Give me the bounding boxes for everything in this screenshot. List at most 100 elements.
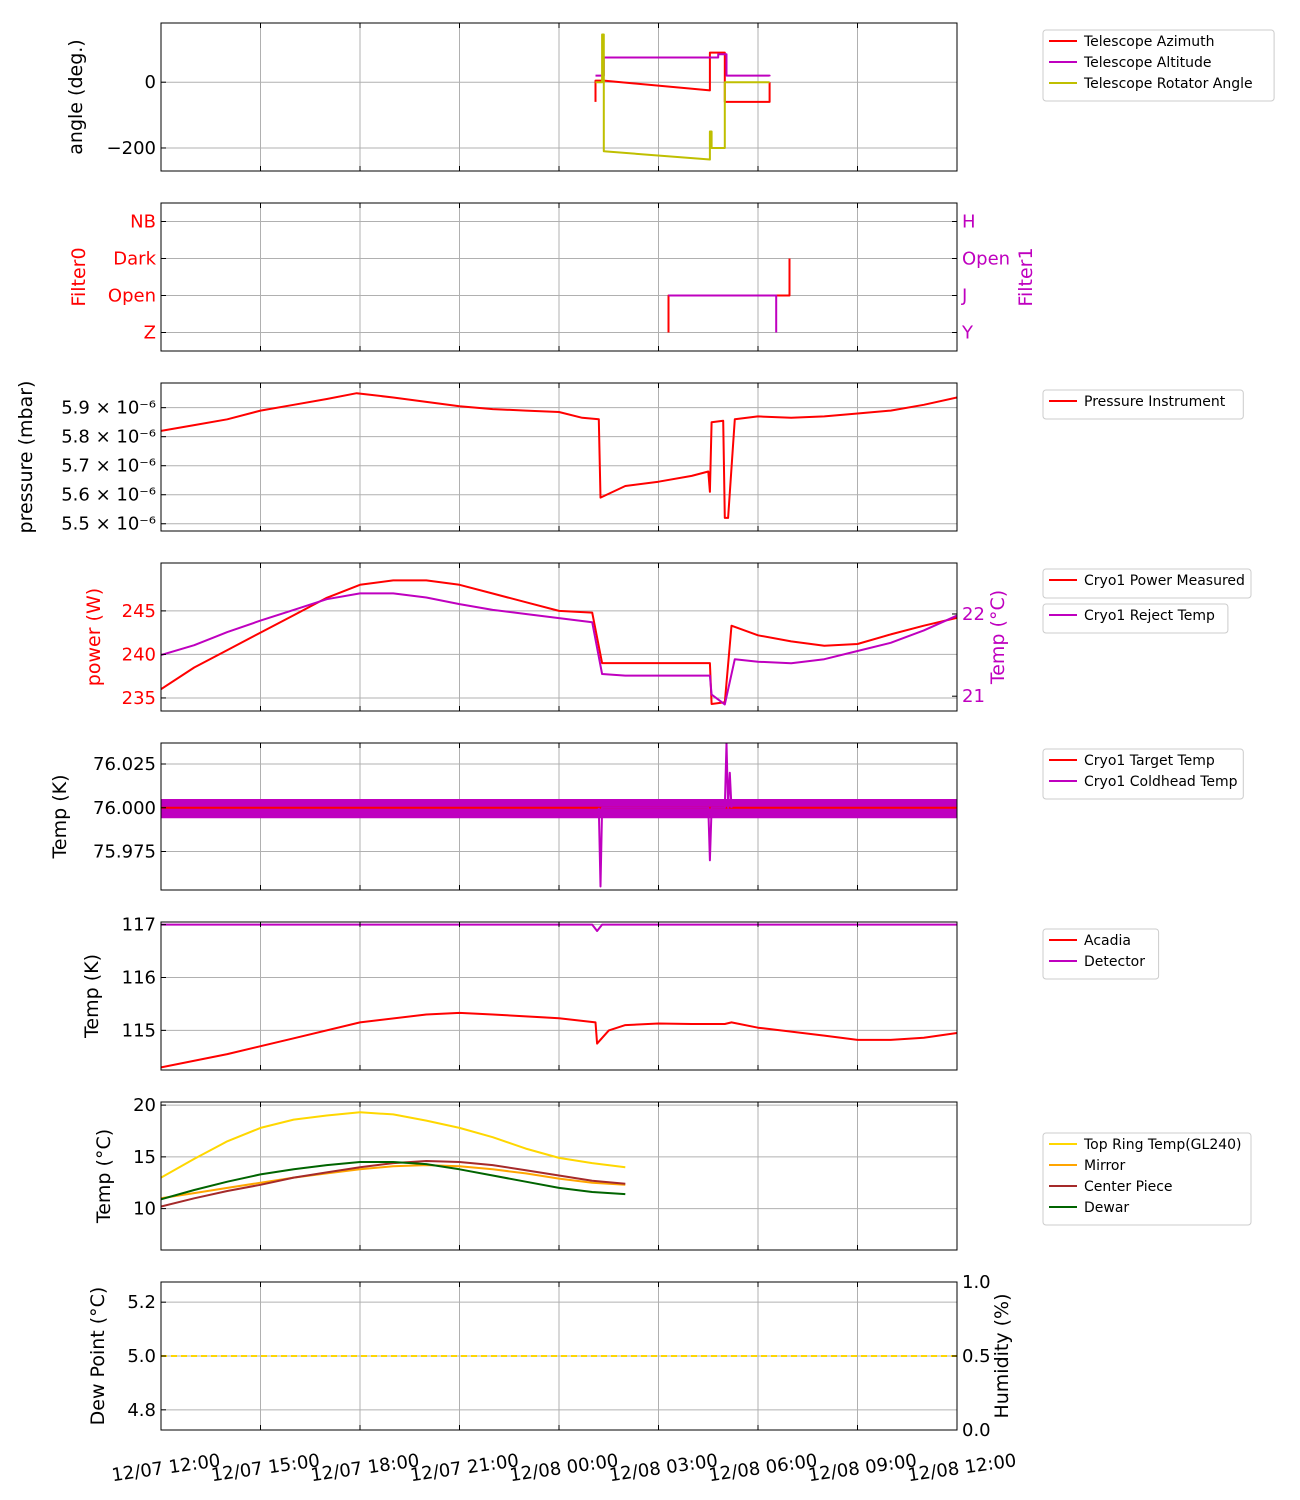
panel-dewpoint: 5.2 5.0 4.8 1.0 0.5 0.0 Dew Point (°C) Humidity…	[87, 1272, 1013, 1441]
x-tick-label: 12/08 12:00	[906, 1450, 1017, 1486]
y-tick-label: 5.8 × 10⁻⁶	[61, 427, 156, 448]
legend-label: Cryo1 Power Measured	[1084, 573, 1245, 589]
series-line-telescope-rotator-angle	[595, 33, 770, 161]
legend-frame	[1042, 603, 1229, 634]
panel-cryo1_temps: 76.025 76.000 75.975 Temp (K) Cryo1 Target T…	[49, 742, 1244, 891]
y-tick-label: 75.975	[93, 842, 156, 863]
x-tick-label: 12/08 09:00	[807, 1450, 918, 1486]
series-line-cryo1-reject-temp	[161, 592, 957, 706]
y-tick-label: 0	[145, 72, 156, 93]
y-tick-label: 15	[133, 1147, 156, 1168]
legend-label: Acadia	[1084, 933, 1131, 949]
y-axis-label: Dew Point (°C)	[87, 1287, 109, 1426]
legend-label: Detector	[1084, 954, 1145, 970]
legend: Cryo1 Reject Temp	[1042, 603, 1229, 634]
series-line-filter1	[668, 294, 778, 333]
y-tick-label: 115	[122, 1020, 156, 1041]
y-tick-label: Dark	[113, 249, 156, 270]
y-axis-label: pressure (mbar)	[15, 381, 37, 534]
data-cryo1	[161, 579, 957, 706]
legend-label: Telescope Azimuth	[1083, 34, 1214, 50]
y-tick-label: 76.000	[93, 798, 156, 819]
y-tick-label: Open	[108, 286, 156, 307]
y-right-tick-label: J	[961, 286, 967, 307]
y-tick-label: 245	[122, 601, 156, 622]
y-tick-label: 240	[122, 644, 156, 665]
legend-frame	[1042, 568, 1252, 599]
grid-lines	[160, 203, 958, 351]
data-telescope	[594, 33, 771, 161]
y-tick-label: NB	[130, 212, 156, 233]
x-tick-label: 12/08 03:00	[608, 1450, 719, 1486]
series-line-top-ring-temp-gl240-	[161, 1111, 626, 1179]
panel-cryo1: 245 240 235 22 21 power (W) Temp (°C) Cryo1 Pow…	[83, 562, 1252, 712]
legend-label: Mirror	[1084, 1158, 1125, 1174]
legend-label: Center Piece	[1084, 1179, 1173, 1195]
x-tick-label: 12/07 12:00	[110, 1450, 221, 1486]
y-right-axis-label: Temp (°C)	[987, 590, 1009, 685]
y-right-tick-label: Y	[961, 323, 974, 344]
y-tick-label: Z	[144, 323, 156, 344]
data-cryo1_temps	[161, 743, 957, 888]
series-line-mirror	[161, 1164, 626, 1200]
grid-lines	[160, 23, 958, 171]
y-tick-label: 235	[122, 688, 156, 709]
y-right-tick-label: H	[962, 212, 976, 233]
series-line-dewar	[161, 1161, 626, 1201]
legend-label: Pressure Instrument	[1084, 394, 1226, 410]
series-line-telescope-azimuth	[594, 51, 771, 103]
y-right-axis-label: Humidity (%)	[991, 1293, 1013, 1418]
panel-detector: 117 116 115 Temp (K) Acadia Detector	[81, 915, 1160, 1071]
x-tick-label: 12/07 18:00	[309, 1450, 420, 1486]
y-axis-label: angle (deg.)	[65, 39, 87, 154]
legend-frame	[1042, 928, 1160, 980]
grid-lines	[160, 563, 958, 711]
legend-frame	[1042, 389, 1244, 420]
data-detector	[161, 923, 957, 1069]
legend-frame	[1042, 1132, 1252, 1226]
y-tick-label: 76.025	[93, 754, 156, 775]
data-pressure	[161, 392, 957, 519]
legend: Top Ring Temp(GL240) Mirror Center Piece De…	[1042, 1132, 1252, 1226]
x-tick-label: 12/07 15:00	[210, 1450, 321, 1486]
legend-label: Telescope Rotator Angle	[1083, 76, 1253, 92]
y-right-axis-label: Filter1	[1015, 247, 1037, 306]
y-tick-label: 10	[133, 1199, 156, 1220]
legend: Telescope Azimuth Telescope Altitude Teles…	[1042, 29, 1275, 102]
series-line-pressure-instrument	[161, 392, 957, 519]
panel-filters: NB Dark Open Z H Open JY Filter0 Filter1	[68, 202, 1037, 352]
y-tick-label: 5.6 × 10⁻⁶	[61, 485, 156, 506]
y-tick-label: 116	[122, 968, 156, 989]
y-tick-label: −200	[107, 138, 156, 159]
legend: Acadia Detector	[1042, 928, 1160, 980]
y-axis-label: Filter0	[68, 247, 90, 306]
y-tick-label: 4.8	[127, 1400, 156, 1421]
y-axis-label: Temp (K)	[81, 954, 103, 1039]
y-tick-label: 20	[133, 1095, 156, 1116]
legend: Pressure Instrument	[1042, 389, 1244, 420]
panel-enclosure: 20 15 10 Temp (°C) Top Ring Temp(GL240) Mirro…	[93, 1095, 1252, 1251]
legend-label: Cryo1 Reject Temp	[1084, 608, 1215, 624]
legend-label: Telescope Altitude	[1083, 55, 1212, 71]
panel-pressure: 5.9 × 10⁻⁶ 5.8 × 10⁻⁶ 5.7 × 10⁻⁶ 5.6 × 10⁻⁶…	[15, 381, 1244, 535]
legend-label: Cryo1 Coldhead Temp	[1084, 774, 1238, 790]
y-tick-label: 5.0	[127, 1346, 156, 1367]
y-tick-label: 5.2	[127, 1292, 156, 1313]
series-line-center-piece	[161, 1160, 626, 1208]
series-line-acadia	[161, 1011, 957, 1069]
y-tick-label: 5.9 × 10⁻⁶	[61, 398, 156, 419]
x-tick-label: 12/08 06:00	[707, 1450, 818, 1486]
legend: Cryo1 Power Measured	[1042, 568, 1252, 599]
y-tick-label: 5.5 × 10⁻⁶	[61, 514, 156, 535]
y-axis-label: power (W)	[83, 588, 105, 686]
y-right-tick-label: 0.5	[962, 1346, 991, 1367]
y-axis-label: Temp (°C)	[93, 1129, 115, 1224]
legend-frame	[1042, 748, 1244, 800]
legend: Cryo1 Target Temp Cryo1 Coldhead Temp	[1042, 748, 1244, 800]
y-right-tick-label: 0.0	[962, 1420, 991, 1441]
y-tick-label: 117	[122, 915, 156, 936]
x-tick-label: 12/07 21:00	[409, 1450, 520, 1486]
legend-label: Top Ring Temp(GL240)	[1083, 1137, 1242, 1153]
series-line-cryo1-coldhead-temp	[597, 743, 733, 888]
